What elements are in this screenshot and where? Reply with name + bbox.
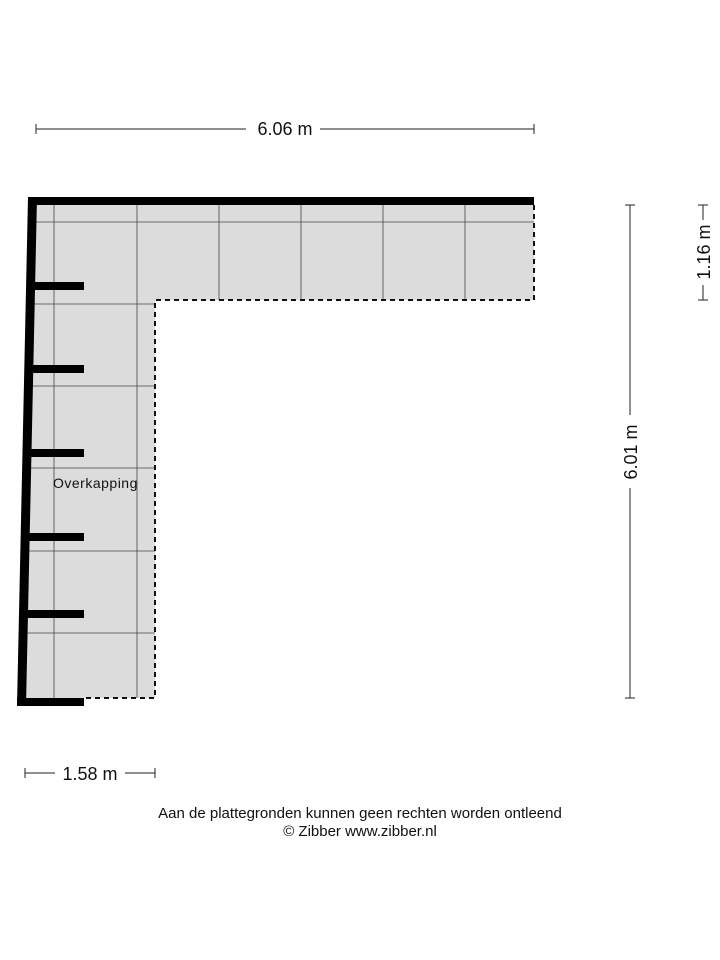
wall-stub <box>29 365 84 373</box>
room-floor <box>22 201 534 698</box>
wall-top <box>28 197 534 205</box>
walls <box>17 197 534 706</box>
dimension-width-total: 6.06 m <box>257 119 312 139</box>
wall-stub <box>25 533 84 541</box>
dimension-top-arm-depth: 1.16 m <box>694 224 714 279</box>
wall-stub <box>27 449 84 457</box>
wall-stub <box>30 282 84 290</box>
disclaimer-text: Aan de plattegronden kunnen geen rechten… <box>158 805 562 822</box>
room-label: Overkapping <box>53 475 138 491</box>
copyright-text: © Zibber www.zibber.nl <box>283 823 437 840</box>
dimension-left-arm-width: 1.58 m <box>62 764 117 784</box>
open-edge <box>84 205 535 699</box>
wall-bottom <box>17 698 84 706</box>
dimension-lines <box>24 124 708 778</box>
wall-stub <box>24 610 84 618</box>
dimension-height-total: 6.01 m <box>621 424 641 479</box>
